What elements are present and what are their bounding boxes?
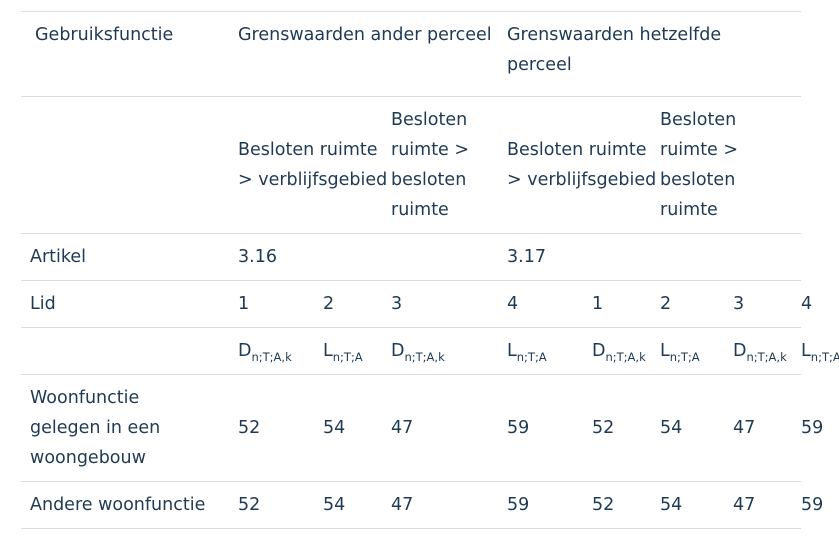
- subheader-row: Besloten ruimte > verblijfsgebied Beslot…: [21, 96, 802, 234]
- header-row: Gebruiksfunctie Grenswaarden ander perce…: [21, 11, 802, 97]
- symbol-row: Dn;T;A,k Ln;T;A Dn;T;A,k Ln;T;A Dn;T;A,k…: [21, 327, 839, 375]
- value-cell: 54: [323, 374, 391, 482]
- symbol-empty-cell: [21, 327, 238, 375]
- lid-label: Lid: [21, 280, 238, 328]
- lid-cell: 4: [507, 280, 592, 328]
- symbol-base: L: [801, 341, 811, 361]
- lid-cell: 3: [391, 280, 507, 328]
- value-cell: 52: [238, 374, 323, 482]
- lid-cell: 2: [323, 280, 391, 328]
- symbol-subscript: n;T;A,k: [605, 350, 646, 364]
- artikel-label: Artikel: [21, 233, 238, 281]
- symbol-subscript: n;T;A,k: [746, 350, 787, 364]
- header-ander-perceel: Grenswaarden ander perceel: [238, 11, 507, 97]
- symbol-base: D: [238, 341, 252, 361]
- symbol-base: D: [592, 341, 606, 361]
- symbol-base: L: [660, 341, 670, 361]
- row-label: Woonfunctie gelegen in een woongebouw: [21, 374, 238, 482]
- subheader-g1-besloten-ruimte: Besloten ruimte > besloten ruimte: [391, 96, 507, 234]
- value-cell: 47: [733, 374, 802, 482]
- symbol-base: L: [323, 341, 333, 361]
- symbol-subscript: n;T;A,k: [251, 350, 292, 364]
- symbol-cell: Ln;T;A: [323, 327, 391, 375]
- subheader-g2-verblijfsgebied: Besloten ruimte > verblijfsgebied: [507, 96, 660, 234]
- subheader-g1-verblijfsgebied: Besloten ruimte > verblijfsgebied: [238, 96, 391, 234]
- value-cell: 52: [238, 481, 323, 529]
- symbol-subscript: n;T;A: [332, 350, 363, 364]
- symbol-subscript: n;T;A: [810, 350, 839, 364]
- data-row-woongebouw: Woonfunctie gelegen in een woongebouw 52…: [21, 374, 823, 482]
- header-hetzelfde-perceel: Grenswaarden hetzelfde perceel: [507, 11, 802, 97]
- value-cell: 52: [592, 374, 660, 482]
- data-row-andere: Andere woonfunctie 52 54 47 59 52 54 47 …: [21, 481, 823, 529]
- symbol-cell: Dn;T;A,k: [733, 327, 802, 375]
- lid-cell: 1: [592, 280, 660, 328]
- value-cell: 59: [507, 481, 592, 529]
- value-cell: 54: [660, 374, 733, 482]
- lid-cell: 2: [660, 280, 733, 328]
- artikel-row: Artikel 3.16 3.17: [21, 233, 802, 281]
- symbol-cell: Ln;T;A: [507, 327, 592, 375]
- grenswaarden-table: Gebruiksfunctie Grenswaarden ander perce…: [21, 11, 839, 529]
- subheader-g2-besloten-ruimte: Besloten ruimte > besloten ruimte: [660, 96, 802, 234]
- lid-cell: 1: [238, 280, 323, 328]
- value-cell: 47: [391, 374, 507, 482]
- value-cell: 47: [733, 481, 802, 529]
- symbol-base: D: [391, 341, 405, 361]
- value-cell: 52: [592, 481, 660, 529]
- symbol-subscript: n;T;A: [669, 350, 700, 364]
- value-cell: 54: [660, 481, 733, 529]
- subheader-empty-cell: [21, 96, 238, 234]
- symbol-base: L: [507, 341, 517, 361]
- value-cell: 59: [507, 374, 592, 482]
- symbol-cell: Dn;T;A,k: [238, 327, 323, 375]
- artikel-value-g1: 3.16: [238, 233, 507, 281]
- symbol-subscript: n;T;A,k: [404, 350, 445, 364]
- symbol-cell: Dn;T;A,k: [592, 327, 660, 375]
- lid-cell: 3: [733, 280, 802, 328]
- row-label: Andere woonfunctie: [21, 481, 238, 529]
- symbol-subscript: n;T;A: [516, 350, 547, 364]
- header-gebruiksfunctie: Gebruiksfunctie: [21, 11, 238, 97]
- artikel-value-g2: 3.17: [507, 233, 802, 281]
- lid-row: Lid 1 2 3 4 1 2 3 4: [21, 280, 812, 328]
- symbol-base: D: [733, 341, 747, 361]
- symbol-cell: Ln;T;A: [660, 327, 733, 375]
- value-cell: 54: [323, 481, 391, 529]
- symbol-cell: Dn;T;A,k: [391, 327, 507, 375]
- value-cell: 47: [391, 481, 507, 529]
